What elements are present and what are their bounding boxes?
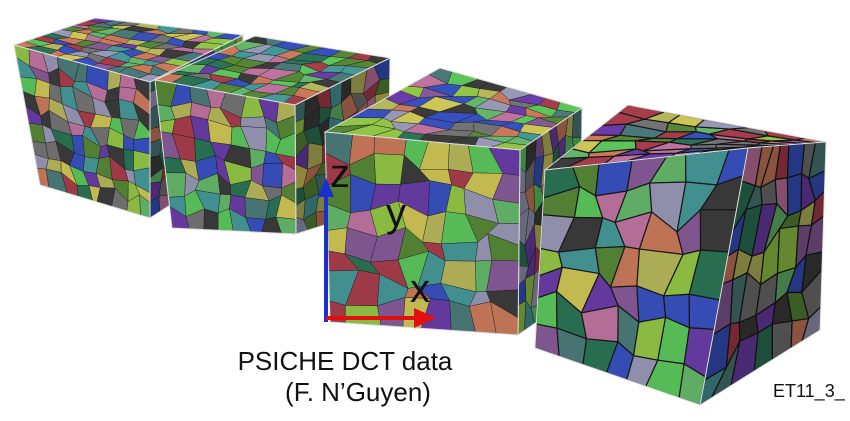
caption-line2: (F. N’Guyen)	[285, 377, 431, 407]
caption-line1: PSICHE DCT data	[238, 346, 453, 376]
figure: z y x PSICHE DCT data (F. N’Guyen) ET11_…	[0, 0, 850, 421]
face-shade	[155, 80, 296, 234]
z-label: z	[330, 152, 350, 196]
corner-label: ET11_3_	[773, 381, 846, 402]
x-label: x	[410, 267, 430, 311]
y-label: y	[386, 191, 406, 235]
